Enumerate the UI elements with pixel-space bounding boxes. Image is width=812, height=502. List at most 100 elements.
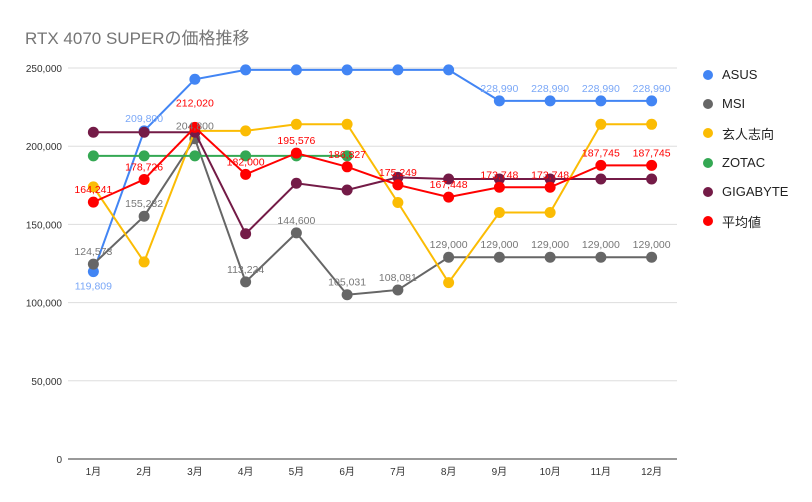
y-tick-label: 50,000 (31, 377, 62, 388)
data-point (646, 95, 658, 107)
data-point (290, 227, 302, 239)
data-point (392, 179, 404, 191)
data-point (240, 150, 252, 162)
data-label: 167,448 (430, 179, 468, 191)
legend-swatch (703, 98, 713, 109)
data-point (138, 210, 150, 222)
data-point (138, 126, 150, 138)
data-point (240, 168, 252, 180)
y-tick-label: 200,000 (26, 142, 63, 153)
legend-label: 玄人志向 (722, 126, 775, 142)
series-line-4 (93, 131, 652, 236)
data-label: 228,990 (480, 83, 518, 95)
data-point (392, 171, 404, 183)
data-point (138, 150, 150, 162)
data-point (443, 64, 455, 76)
data-point (87, 258, 99, 270)
data-label: 228,990 (531, 83, 569, 95)
data-label: 124,573 (74, 246, 112, 258)
data-label: 108,081 (379, 272, 417, 284)
data-point (189, 150, 201, 162)
data-point (544, 207, 556, 219)
data-point (240, 228, 252, 240)
data-point (290, 118, 302, 130)
data-point (290, 64, 302, 76)
data-point (189, 73, 201, 85)
y-tick-label: 100,000 (26, 299, 63, 310)
data-point (290, 177, 302, 189)
legend-item: 玄人志向 (703, 119, 788, 148)
data-label: 129,000 (582, 239, 620, 251)
data-label: 182,000 (227, 156, 265, 168)
data-label: 204,800 (176, 121, 214, 133)
data-point (595, 159, 607, 171)
legend-swatch (703, 157, 713, 168)
x-tick-label: 11月 (591, 466, 611, 478)
data-point (341, 161, 353, 173)
legend-item: ASUS (703, 60, 788, 89)
data-point (341, 64, 353, 76)
data-point (87, 150, 99, 162)
data-point (646, 118, 658, 130)
data-point (290, 147, 302, 159)
data-label: 105,031 (328, 277, 366, 289)
data-point (392, 284, 404, 296)
data-label: 144,600 (277, 215, 315, 227)
data-point (240, 64, 252, 76)
data-point (544, 95, 556, 107)
data-point (493, 207, 505, 219)
data-label: 228,990 (582, 83, 620, 95)
data-label: 187,745 (633, 147, 671, 159)
legend-label: MSI (722, 96, 746, 112)
data-point (87, 126, 99, 138)
data-point (341, 289, 353, 301)
data-label: 129,000 (633, 239, 671, 251)
data-point (189, 121, 201, 133)
data-label: 164,241 (74, 184, 112, 196)
data-label: 129,000 (531, 239, 569, 251)
data-point (595, 95, 607, 107)
data-point (443, 277, 455, 289)
data-point (87, 181, 99, 193)
x-tick-label: 1月 (86, 466, 102, 478)
legend: ASUS MSI 玄人志向 ZOTAC GIGABYTE 平均値 (703, 60, 788, 236)
data-point (493, 251, 505, 263)
data-point (443, 173, 455, 185)
data-label: 178,726 (125, 161, 163, 173)
data-point (544, 173, 556, 185)
data-point (240, 276, 252, 288)
legend-swatch (703, 69, 713, 80)
data-point (392, 197, 404, 209)
legend-swatch (703, 186, 713, 197)
y-tick-label: 250,000 (26, 64, 63, 75)
series-line-0 (92, 68, 652, 272)
data-point (443, 191, 455, 203)
series-line-2 (92, 123, 652, 285)
x-tick-label: 2月 (136, 466, 152, 478)
data-label: 113,224 (227, 264, 264, 276)
series-line-5 (92, 126, 652, 204)
data-label: 228,990 (633, 83, 671, 95)
data-point (595, 251, 607, 263)
legend-label: GIGABYTE (722, 184, 789, 200)
x-tick-label: 6月 (339, 466, 355, 478)
data-point (595, 118, 607, 130)
x-tick-label: 4月 (238, 466, 254, 478)
chart-title: RTX 4070 SUPERの価格推移 (25, 29, 250, 48)
legend-swatch (703, 216, 713, 227)
legend-label: 平均値 (722, 214, 762, 230)
data-point (341, 118, 353, 130)
data-label: 186,827 (328, 149, 366, 161)
data-label: 155,232 (125, 198, 163, 210)
data-label: 129,000 (430, 239, 468, 251)
data-point (493, 173, 505, 185)
data-label: 195,576 (277, 135, 315, 147)
data-point (138, 173, 150, 185)
x-tick-label: 3月 (187, 466, 203, 478)
data-label: 187,745 (582, 147, 620, 159)
legend-swatch (703, 128, 713, 139)
y-tick-label: 150,000 (26, 220, 63, 231)
legend-item: ZOTAC (703, 148, 788, 177)
data-point (341, 184, 353, 196)
data-point (595, 173, 607, 185)
